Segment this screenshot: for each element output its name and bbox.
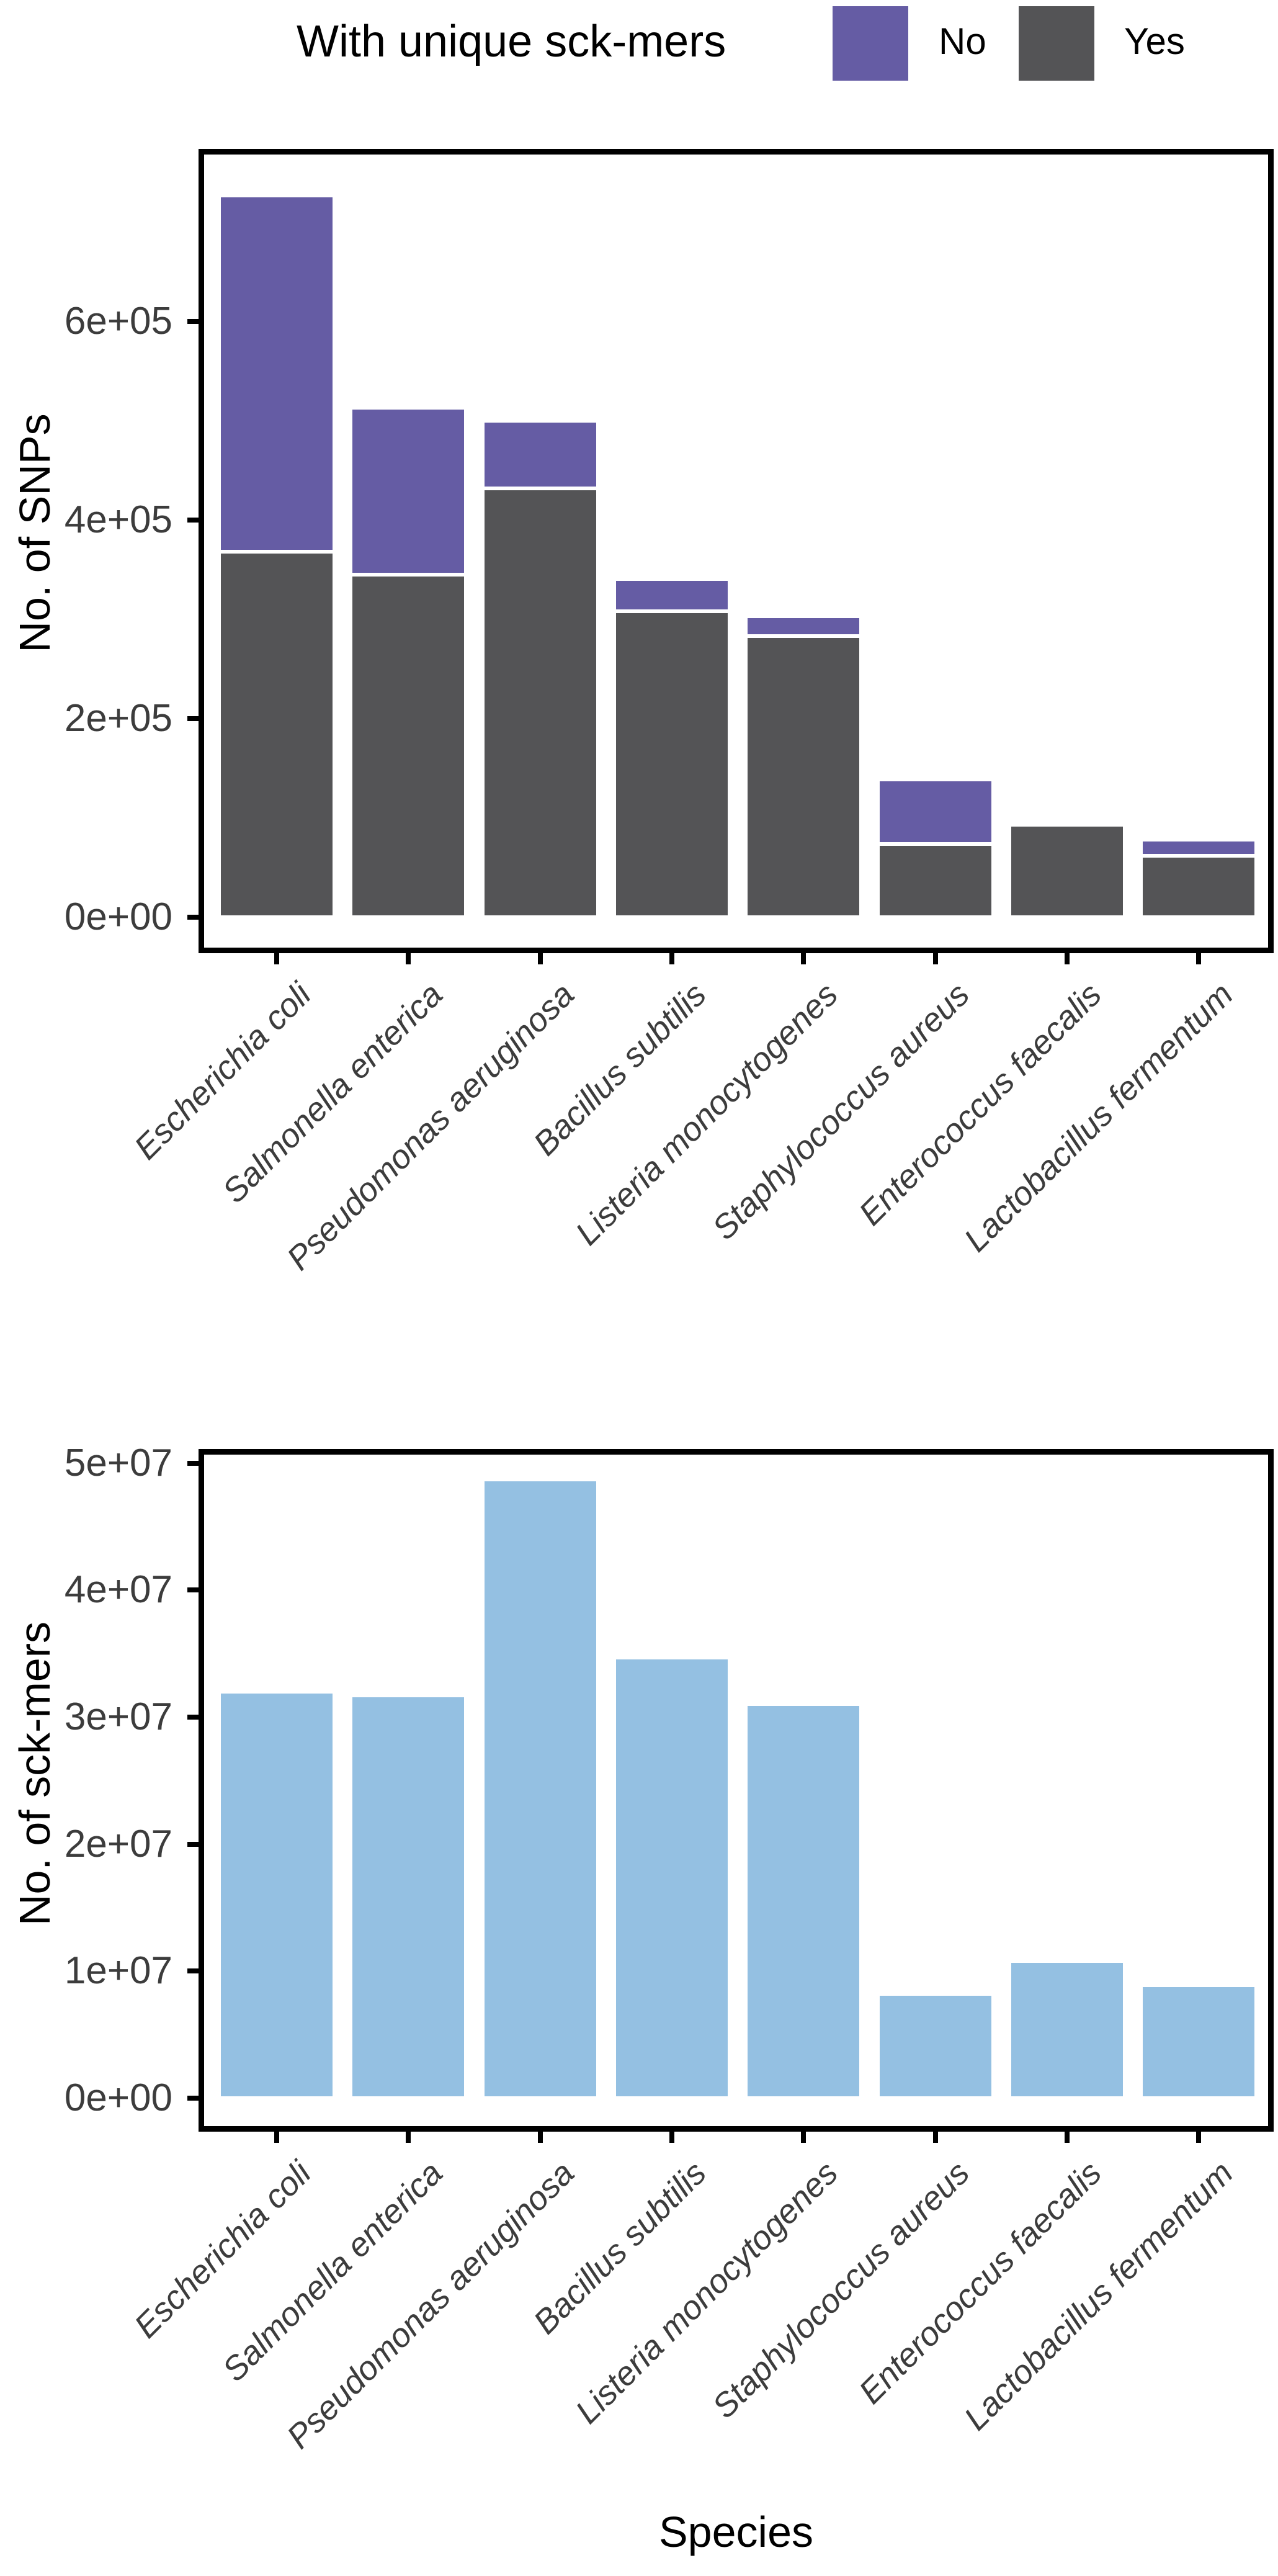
bar-segment-yes xyxy=(351,575,467,917)
legend-label-no: No xyxy=(939,20,986,62)
y-tick xyxy=(187,1714,199,1720)
x-tick xyxy=(537,2132,543,2143)
legend-label-yes: Yes xyxy=(1124,20,1185,62)
x-tick xyxy=(1064,953,1070,964)
bar-segment-yes xyxy=(877,843,993,917)
y-tick-label: 1e+07 xyxy=(64,1949,172,1993)
legend-title: With unique sck-mers xyxy=(297,17,726,66)
y-tick-label: 2e+07 xyxy=(64,1822,172,1865)
y-tick-label: 2e+05 xyxy=(64,697,172,740)
y-tick-label: 3e+07 xyxy=(64,1695,172,1738)
bar-segment-yes xyxy=(482,488,598,917)
y-tick xyxy=(187,1968,199,1974)
bar-segment-no-of-sck-mers xyxy=(219,1691,334,2098)
x-tick xyxy=(537,953,543,964)
bar-segment-yes xyxy=(1141,855,1257,917)
bar-segment-no-of-sck-mers xyxy=(614,1657,730,2098)
bar-segment-no-of-sck-mers xyxy=(877,1994,993,2098)
x-tick-label-species: Listeria monocytogenes xyxy=(568,976,845,1253)
y-tick-label: 0e+00 xyxy=(64,895,172,938)
x-tick-label-species: Lactobacillus fermentum xyxy=(957,976,1240,1259)
x-tick xyxy=(406,953,411,964)
bar-segment-no xyxy=(482,421,598,488)
y-tick xyxy=(187,716,199,722)
x-tick-label-species: Enterococcus faecalis xyxy=(851,976,1109,1233)
y-tick xyxy=(187,915,199,920)
x-tick xyxy=(1196,953,1202,964)
x-tick-label-species: Enterococcus faecalis xyxy=(851,2154,1109,2412)
bar-segment-yes xyxy=(746,636,862,917)
y-tick xyxy=(187,2096,199,2101)
y-tick xyxy=(187,1841,199,1847)
bar-segment-yes xyxy=(614,611,730,917)
bar-segment-no-of-sck-mers xyxy=(1141,1985,1257,2098)
x-tick xyxy=(669,2132,674,2143)
legend-swatch-yes xyxy=(1019,6,1094,81)
bar-segment-no-of-sck-mers xyxy=(351,1695,467,2098)
x-tick-label-species: Salmonella enterica xyxy=(215,976,450,1211)
x-tick xyxy=(1064,2132,1070,2143)
bar-segment-yes xyxy=(1009,825,1125,917)
bar-segment-no xyxy=(746,616,862,637)
x-tick-label-species: Staphylococcus aureus xyxy=(705,976,977,1247)
y-tick xyxy=(187,1587,199,1593)
x-tick-label-species: Listeria monocytogenes xyxy=(568,2154,845,2431)
x-tick xyxy=(406,2132,411,2143)
x-tick xyxy=(274,953,279,964)
bar-segment-yes xyxy=(219,552,334,917)
bar-segment-no xyxy=(614,578,730,612)
y-tick xyxy=(187,518,199,523)
y-tick-label: 5e+07 xyxy=(64,1441,172,1484)
legend-swatch-no xyxy=(833,6,908,81)
y-tick xyxy=(187,1460,199,1466)
y-tick-label: 6e+05 xyxy=(64,300,172,343)
bar-segment-no xyxy=(1141,840,1257,856)
bar-segment-no-of-sck-mers xyxy=(482,1479,598,2098)
bar-segment-no xyxy=(877,779,993,844)
x-tick xyxy=(274,2132,279,2143)
bar-segment-no xyxy=(219,195,334,552)
x-tick xyxy=(932,2132,938,2143)
y-tick-label: 4e+07 xyxy=(64,1568,172,1612)
bar-segment-no-of-sck-mers xyxy=(1009,1960,1125,2098)
x-tick-label-species: Salmonella enterica xyxy=(215,2154,450,2389)
y-tick-label: 4e+05 xyxy=(64,498,172,542)
x-tick xyxy=(801,2132,807,2143)
y-tick-label: 0e+00 xyxy=(64,2076,172,2119)
bar-segment-no xyxy=(351,408,467,575)
x-axis-title-species: Species xyxy=(658,2508,814,2556)
y-tick xyxy=(187,319,199,325)
x-tick xyxy=(801,953,807,964)
x-tick xyxy=(1196,2132,1202,2143)
x-tick-label-species: Lactobacillus fermentum xyxy=(957,2154,1240,2438)
x-tick-label-species: Staphylococcus aureus xyxy=(705,2154,977,2426)
x-tick xyxy=(669,953,674,964)
sckmers-y-axis-title: No. of sck-mers xyxy=(11,1621,59,1926)
x-tick xyxy=(932,953,938,964)
bar-segment-no-of-sck-mers xyxy=(746,1704,862,2098)
